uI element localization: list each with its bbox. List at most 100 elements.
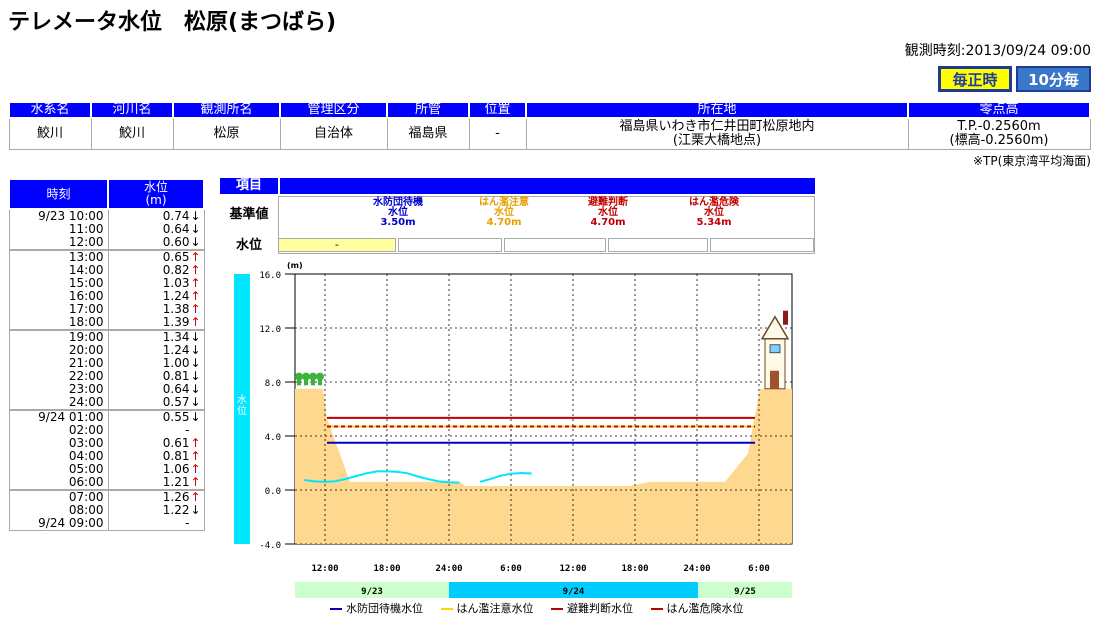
- arrow-up-icon: ↑: [190, 289, 201, 303]
- table-row: 19:00 1.34 ↓: [8, 329, 205, 344]
- ten-minute-button[interactable]: 10分毎: [1016, 66, 1091, 92]
- x-tick-label: 6:00: [500, 564, 522, 574]
- time-cell: 18:00: [8, 316, 108, 330]
- level-cell: 1.24 ↑: [107, 289, 205, 303]
- time-cell: 04:00: [8, 450, 108, 463]
- tree-trunk-icon: [304, 379, 308, 386]
- level-cell: 0.60 ↓: [107, 235, 205, 250]
- level-cell-empty: [608, 238, 708, 252]
- tree-trunk-icon: [318, 379, 322, 386]
- level-cell: 1.39 ↑: [107, 316, 205, 330]
- y-tick-label: 12.0: [259, 325, 281, 335]
- level-cell-empty: [710, 238, 814, 252]
- level-label: 水位: [235, 238, 262, 253]
- arrow-up-icon: ↑: [190, 263, 201, 277]
- col-river: 河川名: [90, 101, 174, 119]
- table-row: 06:00 1.21 ↑: [8, 475, 205, 490]
- col-jurisdiction: 所管: [386, 101, 470, 119]
- legend-evacuation: 避難判断水位: [551, 600, 633, 616]
- y-unit-label: (m): [287, 261, 303, 270]
- table-row: 23:00 0.64 ↓: [8, 383, 205, 396]
- level-cell-empty: [398, 238, 502, 252]
- legend-caution: はん濫注意水位: [440, 600, 534, 616]
- col-zero-height: 零点高: [907, 101, 1091, 119]
- water-level-table: 時刻 水位 (m) 9/23 10:00 0.74 ↓ 11:00 0.64 ↓ 12:00 0…: [8, 178, 205, 531]
- table-row: 18:00 1.39 ↑: [8, 316, 205, 330]
- time-cell: 22:00: [8, 370, 108, 383]
- time-cell: 08:00: [8, 504, 108, 517]
- table-row: 11:00 0.64 ↓: [8, 222, 205, 236]
- arrow-down-icon: ↓: [190, 222, 201, 236]
- tree-icon: [302, 372, 310, 381]
- time-cell: 03:00: [8, 437, 108, 450]
- water-level-chart: 16.0 12.0 8.0 4.0 0.0 -4.0 12:00 18:00 24:00 6:00…: [259, 261, 793, 598]
- tree-icon: [309, 372, 317, 381]
- time-cell: 06:00: [8, 476, 108, 490]
- table-row: 14:00 0.82 ↑: [8, 263, 205, 277]
- table-row: 9/23 10:00 0.74 ↓: [8, 208, 205, 223]
- chimney-icon: [783, 310, 788, 325]
- legend-danger: はん濫危険水位: [650, 600, 744, 616]
- level-cell: -: [107, 517, 205, 531]
- level-cell: 1.26 ↑: [107, 489, 205, 504]
- arrow-up-icon: ↑: [190, 462, 201, 476]
- level-cell: 0.81 ↑: [107, 450, 205, 463]
- arrow-up-icon: ↑: [190, 475, 201, 489]
- time-cell: 12:00: [8, 236, 108, 250]
- date-label: 9/23: [361, 587, 383, 597]
- level-cell: 1.06 ↑: [107, 462, 205, 476]
- level-cell: 1.38 ↑: [107, 303, 205, 316]
- time-cell: 16:00: [8, 290, 108, 303]
- time-cell: 9/23 10:00: [8, 208, 108, 223]
- time-cell: 23:00: [8, 383, 108, 396]
- level-cell: 0.57 ↓: [107, 395, 205, 410]
- tree-trunk-icon: [311, 379, 315, 386]
- table-row: 9/24 09:00-: [8, 517, 205, 531]
- time-cell: 9/24 01:00: [8, 409, 108, 424]
- riverbed-terrain: [295, 388, 792, 544]
- arrow-up-icon: ↑: [190, 490, 201, 504]
- col-level: 水位 (m): [107, 178, 205, 210]
- level-cell-empty: [504, 238, 606, 252]
- time-cell: 15:00: [8, 277, 108, 290]
- water-level-line: [479, 471, 532, 483]
- water-level-line: [304, 470, 460, 484]
- house-roof-icon: [760, 315, 790, 340]
- date-bar: [449, 582, 698, 598]
- tree-trunk-icon: [297, 379, 301, 386]
- level-cell: 1.24 ↓: [107, 344, 205, 357]
- tree-icon: [316, 372, 324, 381]
- item-bar: [280, 178, 815, 194]
- col-management: 管理区分: [279, 101, 388, 119]
- arrow-down-icon: ↓: [190, 235, 201, 249]
- standard-evacuation: 避難判断 水位 4.70m: [588, 197, 628, 228]
- level-cell: 1.34 ↓: [107, 329, 205, 344]
- legend-standby: 水防団待機水位: [330, 600, 423, 616]
- door-icon: [770, 370, 779, 389]
- level-cell: 0.74 ↓: [107, 208, 205, 223]
- time-cell: 07:00: [8, 489, 108, 504]
- table-row: 16:00 1.24 ↑: [8, 289, 205, 303]
- table-row: 04:00 0.81 ↑: [8, 450, 205, 463]
- date-bar: [295, 582, 449, 598]
- date-label: 9/25: [734, 587, 756, 597]
- level-side-bar: [234, 274, 250, 544]
- table-row: 21:00 1.00 ↓: [8, 356, 205, 370]
- x-tick-label: 18:00: [621, 564, 648, 574]
- hourly-button[interactable]: 毎正時: [938, 66, 1012, 92]
- observation-time: 観測時刻:2013/09/24 09:00: [904, 43, 1091, 59]
- reference-panel: 項目 基準値 水防団待機 水位 3.50m はん濫注意 水位 4.70m 避難判断 水位 4…: [220, 178, 816, 255]
- level-cell: 1.00 ↓: [107, 356, 205, 370]
- time-cell: 14:00: [8, 264, 108, 277]
- arrow-down-icon: ↓: [190, 410, 201, 424]
- table-row: 22:00 0.81 ↓: [8, 370, 205, 383]
- window-icon: [769, 344, 781, 354]
- arrow-up-icon: ↑: [190, 276, 201, 290]
- time-cell: 19:00: [8, 329, 108, 344]
- level-cell: -: [107, 424, 205, 437]
- arrow-down-icon: ↓: [190, 356, 201, 370]
- arrow-up-icon: ↑: [190, 436, 201, 450]
- level-cell: 0.55 ↓: [107, 409, 205, 424]
- table-row: 15:00 1.03 ↑: [8, 276, 205, 290]
- arrow-down-icon: ↓: [190, 395, 201, 409]
